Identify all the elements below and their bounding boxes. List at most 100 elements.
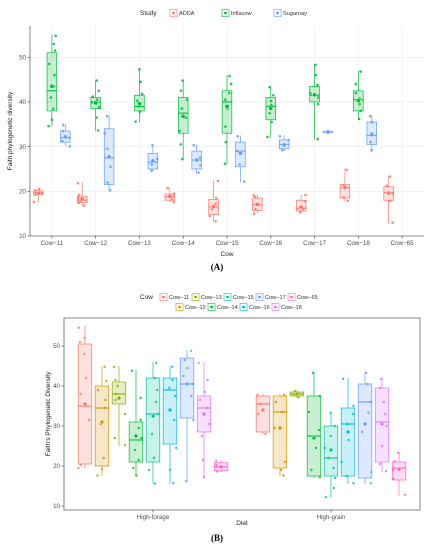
data-point <box>192 418 195 422</box>
data-point <box>208 214 212 218</box>
data-point <box>197 361 200 364</box>
data-point <box>172 200 176 204</box>
box-Cow18-0 <box>196 361 212 479</box>
box-Cow13-0 <box>111 365 127 447</box>
x-tick-label: Cow−15 <box>216 240 239 247</box>
box-body <box>272 395 288 469</box>
mean-point <box>281 142 287 148</box>
box-Inflacow-6 <box>309 63 320 141</box>
legend-label: Inflacow <box>231 11 252 17</box>
data-point <box>77 193 81 197</box>
data-point <box>136 99 139 102</box>
data-point <box>215 463 218 466</box>
mean-point <box>137 101 142 107</box>
data-point <box>133 448 137 452</box>
mean-point <box>218 464 224 470</box>
data-point <box>354 91 358 95</box>
data-point <box>368 114 372 118</box>
data-point <box>32 200 36 204</box>
data-point <box>385 424 388 428</box>
data-point <box>103 131 106 135</box>
data-point <box>96 388 100 392</box>
data-point <box>132 466 135 470</box>
data-point <box>102 456 105 460</box>
data-point <box>96 129 100 132</box>
legend-label: Cow−13 <box>201 295 222 301</box>
data-point <box>123 412 127 416</box>
data-point <box>329 411 332 414</box>
data-point <box>214 219 217 223</box>
data-point <box>388 175 392 178</box>
data-point <box>192 143 196 147</box>
data-point <box>37 187 41 191</box>
data-point <box>150 163 153 166</box>
box-Cow17-0 <box>179 349 195 483</box>
data-point <box>130 369 134 372</box>
mean-point <box>294 391 300 397</box>
data-point <box>270 120 273 124</box>
legend-key-dot <box>162 295 165 299</box>
data-point <box>215 196 218 200</box>
box-Cow13-1 <box>289 389 305 399</box>
legend-label: Cow−12 <box>185 305 206 311</box>
data-point <box>156 412 160 416</box>
x-tick-label: Cow−16 <box>259 240 282 247</box>
data-point <box>272 93 275 97</box>
data-point <box>323 446 326 450</box>
box-ADDA-2 <box>164 186 176 204</box>
data-point <box>281 410 284 414</box>
data-point <box>175 446 178 450</box>
data-point <box>135 474 138 477</box>
legend-key-dot <box>276 11 279 15</box>
mean-point <box>79 196 85 202</box>
data-point <box>61 139 64 143</box>
mean-point <box>167 407 173 413</box>
data-point <box>197 171 200 174</box>
data-point <box>332 466 335 470</box>
data-point <box>103 406 107 410</box>
data-point <box>378 462 382 466</box>
x-tick-label: Cow−11 <box>41 240 64 247</box>
data-point <box>168 386 171 390</box>
box-Cow15-0 <box>145 361 161 485</box>
box-Sugarnay-1 <box>103 114 115 192</box>
data-point <box>268 85 271 89</box>
data-point <box>139 80 142 84</box>
data-point <box>314 446 318 450</box>
legend: Study ADDA Inflacow Sugarnay <box>140 9 307 17</box>
legend-key-dot <box>226 295 229 299</box>
data-point <box>87 418 91 422</box>
data-point <box>95 116 98 119</box>
y-axis-title: Faith phylogenetic diversity <box>7 91 14 170</box>
data-point <box>53 49 57 52</box>
data-point <box>77 466 80 470</box>
data-point <box>369 482 373 485</box>
data-point <box>155 361 158 364</box>
box-body <box>46 52 58 112</box>
data-point <box>150 432 154 436</box>
box-Sugarnay-2 <box>147 143 159 173</box>
x-tick-label: Cow−17 <box>303 240 326 247</box>
data-point <box>227 91 231 95</box>
data-point <box>51 107 55 110</box>
data-point <box>314 73 318 77</box>
data-point <box>379 377 383 380</box>
box-Cow18-1 <box>374 377 390 473</box>
mean-point <box>150 413 156 419</box>
data-point <box>324 496 328 499</box>
data-point <box>282 474 285 477</box>
data-point <box>278 135 282 138</box>
data-point <box>384 470 388 473</box>
data-point <box>153 376 157 380</box>
data-point <box>382 400 385 404</box>
data-point <box>215 459 218 462</box>
data-point <box>393 460 396 463</box>
data-point <box>178 129 181 133</box>
data-point <box>391 221 394 224</box>
mean-point <box>116 395 122 401</box>
data-point <box>243 180 246 183</box>
mean-point <box>49 84 55 89</box>
data-point <box>134 120 137 123</box>
mean-point <box>82 401 88 407</box>
mean-point <box>167 193 173 199</box>
